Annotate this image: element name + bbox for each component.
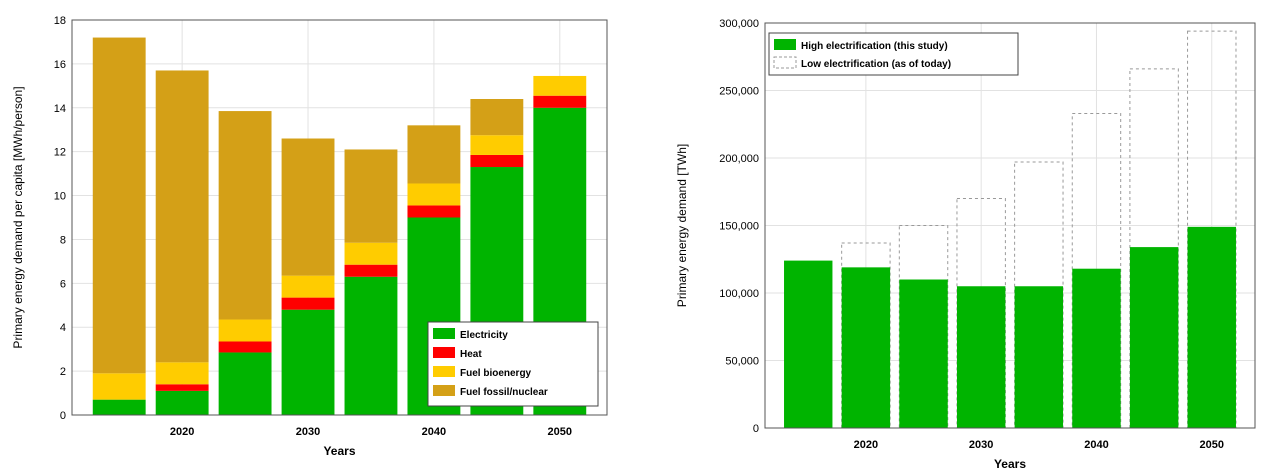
bar [784, 260, 833, 428]
bar [1129, 247, 1179, 428]
bar-segment [155, 70, 209, 363]
legend-swatch [773, 56, 797, 69]
bar-segment [407, 183, 461, 206]
bar-outline [1129, 68, 1179, 429]
legend-label: Low electrification (as of today) [801, 59, 951, 70]
y-axis-label: Primary energy demand per capita [MWh/pe… [11, 86, 25, 348]
legend-label: Electricity [460, 330, 508, 341]
x-axis-label: Years [323, 444, 355, 458]
bar [841, 267, 891, 428]
legend-label: Fuel bioenergy [460, 368, 532, 379]
y-tick-label: 50,000 [725, 356, 759, 368]
bar-segment [470, 135, 524, 155]
bar [1014, 286, 1064, 428]
legend-swatch [774, 39, 796, 50]
legend-label: Heat [460, 349, 482, 360]
y-tick-label: 10 [54, 191, 66, 203]
y-tick-label: 18 [54, 15, 66, 27]
x-tick-label: 2050 [548, 426, 572, 438]
bar-segment [92, 399, 146, 415]
bar-segment [470, 154, 524, 168]
bar-segment [470, 99, 524, 136]
bar-segment [344, 276, 398, 415]
legend-label: High electrification (this study) [801, 41, 948, 52]
x-tick-label: 2020 [170, 426, 194, 438]
bar-segment [281, 309, 335, 415]
bar-segment [344, 264, 398, 277]
bar-segment [218, 111, 272, 320]
axes-box [764, 22, 1256, 429]
bar-segment [533, 95, 587, 108]
bar-segment [155, 390, 209, 415]
y-tick-label: 2 [60, 366, 66, 378]
legend-swatch [433, 385, 455, 396]
legend-swatch [433, 328, 455, 339]
legend-swatch [433, 366, 455, 377]
bar [956, 286, 1006, 428]
per-capita-stacked-bar-chart: 0 2 4 6 8 10 12 14 16 18 2020 2030 2040 2050 Years Prim… [11, 15, 608, 458]
legend-box [768, 32, 1019, 76]
y-tick-label: 0 [60, 410, 66, 422]
y-tick-label: 12 [54, 147, 66, 159]
bar-segment [92, 373, 146, 400]
axes-box [71, 19, 608, 416]
bar-segment [281, 275, 335, 298]
bar [899, 279, 948, 428]
y-tick-label: 14 [54, 103, 66, 115]
bar-segment [344, 149, 398, 243]
x-tick-label: 2050 [1200, 439, 1224, 451]
bar [1072, 268, 1121, 428]
y-tick-label: 6 [60, 278, 66, 290]
x-tick-label: 2030 [296, 426, 320, 438]
y-tick-label: 16 [54, 59, 66, 71]
bar-segment [281, 138, 335, 276]
y-tick-label: 0 [753, 423, 759, 435]
legend-label: Fuel fossil/nuclear [460, 387, 548, 398]
y-tick-label: 200,000 [719, 153, 759, 165]
x-tick-label: 2030 [969, 439, 993, 451]
legend-swatch [433, 347, 455, 358]
bar-segment [92, 37, 146, 374]
y-tick-label: 4 [60, 322, 66, 334]
bar-segment [407, 205, 461, 218]
bar-segment [533, 75, 587, 96]
bar-segment [344, 242, 398, 265]
bar-segment [218, 352, 272, 415]
y-tick-label: 150,000 [719, 221, 759, 233]
bar-outline [898, 225, 949, 429]
x-axis-label: Years [994, 457, 1026, 471]
bar-segment [155, 362, 209, 385]
legend-box [427, 321, 599, 407]
y-tick-label: 100,000 [719, 288, 759, 300]
bar [1187, 226, 1236, 428]
y-tick-label: 300,000 [719, 18, 759, 30]
bar-segment [281, 297, 335, 310]
x-tick-label: 2040 [422, 426, 446, 438]
y-axis-label: Primary energy demand [TWh] [675, 144, 689, 307]
bar-segment [218, 341, 272, 353]
bar-segment [155, 384, 209, 391]
bar-segment [218, 319, 272, 342]
bar-segment [407, 125, 461, 184]
y-tick-label: 8 [60, 234, 66, 246]
x-tick-label: 2040 [1084, 439, 1108, 451]
y-tick-label: 250,000 [719, 86, 759, 98]
x-tick-label: 2020 [854, 439, 878, 451]
